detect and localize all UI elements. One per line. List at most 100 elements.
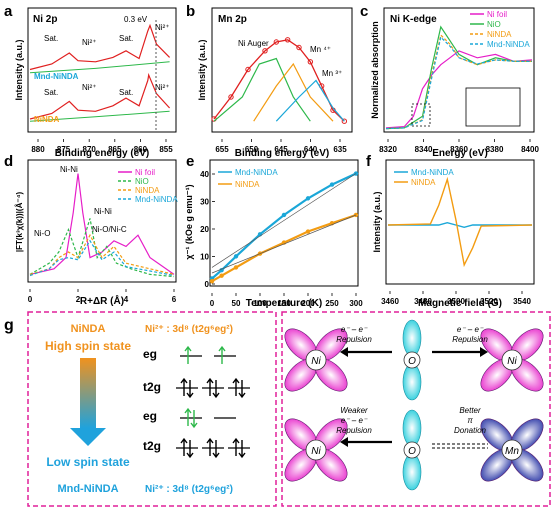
g-better-1: Better xyxy=(459,406,481,415)
panel-f-series-1 xyxy=(387,176,533,268)
g-t2g-bottom-2-arrow-down xyxy=(212,440,220,459)
panel-e-tick-label: 50 xyxy=(232,299,241,308)
g-levels-bottom xyxy=(176,407,250,459)
g-t2g-bottom-2-arrow-up xyxy=(206,437,214,456)
panel-d-xlabel: R+ΔR (Å) xyxy=(80,294,124,307)
panel-a-tick-label: 875 xyxy=(57,145,71,154)
panel-f-frame xyxy=(385,159,535,285)
panel-a: a Ni 2p 0.3 eV Ni²⁺ Ni²⁺ Sat. Sat. Mnd-N… xyxy=(4,3,177,159)
g-rep-2a: e⁻ – e⁻ xyxy=(457,325,484,334)
panel-a-ylabel: Intensity (a.u.) xyxy=(14,39,24,100)
panel-b-point xyxy=(296,44,302,51)
panel-c-legend-label: NiO xyxy=(487,20,501,29)
panel-c-plot xyxy=(385,25,533,130)
panel-b-envelope xyxy=(213,39,345,122)
panel-d-series-2 xyxy=(29,233,175,275)
panel-a-letter: a xyxy=(4,3,13,20)
g-orbital-ni-bottom-center xyxy=(305,439,327,461)
g-spin-arrow-shaft xyxy=(80,358,96,428)
g-t2g-bottom: t2g xyxy=(143,439,161,453)
panel-e-legend-label: NiNDA xyxy=(235,180,260,189)
g-t2g-bottom-1-arrow-down xyxy=(186,440,194,459)
panel-b-point xyxy=(262,48,268,54)
panel-d-ylabel: |FT(k³χ(k))|(Å⁻⁴) xyxy=(15,191,24,252)
panel-f-tick-label: 3540 xyxy=(513,297,531,306)
panel-a-shift: 0.3 eV xyxy=(124,15,148,24)
panel-b-tick-label: 655 xyxy=(215,145,229,154)
panel-b-mn4: Mn ⁴⁺ xyxy=(310,45,331,54)
panel-b-point xyxy=(228,94,234,100)
panel-e-tick-label: 300 xyxy=(349,299,363,308)
panel-c-inset xyxy=(465,87,521,127)
panel-c-legend-label: Mnd-NiNDA xyxy=(487,40,530,49)
g-eg-top-2-arrow-up xyxy=(218,345,226,364)
panel-f-legend-label: Mnd-NiNDA xyxy=(411,168,454,177)
panel-d-series-3 xyxy=(29,239,175,277)
panel-f-plot xyxy=(387,176,533,268)
g-orbital-mn-bottom-center xyxy=(501,439,523,461)
panel-f-tick-label: 3460 xyxy=(381,297,399,306)
g-arrow-top-right-head xyxy=(480,347,488,357)
panel-b-auger-peak xyxy=(213,57,311,122)
g-better-2: π xyxy=(467,416,473,425)
panel-d-series-1 xyxy=(29,218,175,278)
panel-g-letter: g xyxy=(4,317,14,334)
panel-b-tick-label: 650 xyxy=(245,145,259,154)
g-orbital-ni-top-right-label: Ni xyxy=(507,356,517,367)
panel-f-series-0 xyxy=(388,221,532,229)
panel-c-series-3 xyxy=(385,36,532,130)
panel-a-ni2-4: Ni²⁺ xyxy=(155,83,169,92)
panel-e-tick-label: 250 xyxy=(325,299,339,308)
panel-e-fit-1 xyxy=(211,173,357,268)
g-t2g-bottom-3-arrow-up xyxy=(232,437,240,456)
panel-a-sat-4: Sat. xyxy=(119,88,133,97)
panel-b-ticks: 655 650 645 640 635 xyxy=(215,139,347,154)
panel-b-xlabel: Binding energy (eV) xyxy=(235,148,329,159)
panel-e-legend-label: Mnd-NiNDA xyxy=(235,168,278,177)
g-rep-1a: e⁻ – e⁻ xyxy=(341,325,368,334)
panel-f-tick-label: 3480 xyxy=(414,297,432,306)
panel-b: b Mn 2p Ni Auger Mn ⁴⁺ Mn ³⁺ 655 650 645 64… xyxy=(186,3,353,159)
panel-a-tick-label: 855 xyxy=(159,145,173,154)
g-orbital-ni-top-left-label: Ni xyxy=(311,356,321,367)
panel-d-ann-nioc: Ni-O/Ni-C xyxy=(92,225,127,234)
panel-c-zoom-box xyxy=(411,103,431,127)
panel-b-mn4-peak xyxy=(253,62,334,122)
panel-a-tick-label: 870 xyxy=(83,145,97,154)
g-mnd-label: Mnd-NiNDA xyxy=(57,483,118,495)
panel-c-tick-label: 8320 xyxy=(379,145,397,154)
panel-e-tick-label: 0 xyxy=(210,299,215,308)
g-orbital-ni-bottom-label: Ni xyxy=(311,446,321,457)
panel-g-left-box xyxy=(27,311,277,507)
panel-b-title: Mn 2p xyxy=(218,14,247,25)
g-weaker-2: e⁻ – e⁻ xyxy=(341,416,368,425)
g-orbital-o-top-label: O xyxy=(408,356,416,367)
panel-d-frame xyxy=(27,159,177,283)
g-orbital-o-top-lobe xyxy=(402,319,422,357)
panel-b-mn3: Mn ³⁺ xyxy=(322,69,342,78)
g-eg-top: eg xyxy=(143,347,157,361)
g-config-top: Ni²⁺ : 3d⁸ (t2g⁶eg²) xyxy=(145,324,233,335)
panel-a-bg-mnd xyxy=(29,61,170,74)
panel-d-legend-label: NiO xyxy=(135,177,149,186)
panel-b-plot xyxy=(211,37,348,124)
panel-c-series-1 xyxy=(385,25,532,130)
panel-d-ann-nio: Ni-O xyxy=(34,229,50,238)
panel-b-frame xyxy=(211,7,353,133)
panel-d-tick-label: 0 xyxy=(28,295,33,304)
g-weaker-1: Weaker xyxy=(340,406,368,415)
panel-f-xlabel: Magnetic field (G) xyxy=(418,298,502,309)
panel-f-tick-label: 3520 xyxy=(480,297,498,306)
panel-a-bg-ninda xyxy=(29,110,170,122)
panel-c-ylabel: Normalized absorption xyxy=(370,21,380,119)
g-orbital-o-bottom-lobe xyxy=(402,453,422,491)
g-orbital-o-top-lobe xyxy=(402,363,422,401)
g-rep-2b: Repulsion xyxy=(452,335,488,344)
panel-b-ylabel: Intensity (a.u.) xyxy=(197,39,207,100)
g-t2g-top-3-arrow-up xyxy=(232,377,240,396)
g-eg-bottom-1-arrow-up xyxy=(184,407,192,426)
